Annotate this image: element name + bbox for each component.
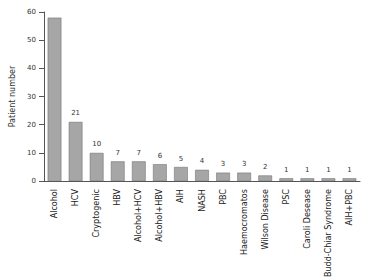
- svg-text:Budd-Chiar Syndrome: Budd-Chiar Syndrome: [324, 189, 333, 277]
- svg-text:10: 10: [92, 140, 101, 148]
- svg-text:PBC: PBC: [219, 189, 228, 205]
- svg-text:5: 5: [179, 155, 183, 163]
- svg-text:50: 50: [27, 36, 36, 44]
- svg-text:AIH: AIH: [176, 189, 185, 203]
- svg-text:Wilson Disease: Wilson Disease: [261, 189, 270, 249]
- svg-text:HCV: HCV: [71, 189, 80, 207]
- svg-text:3: 3: [242, 160, 246, 168]
- svg-text:7: 7: [137, 149, 141, 157]
- svg-text:60: 60: [27, 8, 36, 16]
- svg-text:Alcohol+HCV: Alcohol+HCV: [134, 189, 143, 242]
- svg-text:1: 1: [305, 166, 309, 174]
- svg-text:0: 0: [32, 177, 36, 185]
- svg-text:NASH: NASH: [198, 189, 207, 212]
- svg-text:1: 1: [347, 166, 351, 174]
- svg-text:2: 2: [263, 163, 267, 171]
- svg-text:20: 20: [27, 121, 36, 129]
- svg-text:40: 40: [27, 64, 36, 72]
- svg-text:21: 21: [71, 109, 80, 117]
- svg-text:Alcohol+HBV: Alcohol+HBV: [155, 189, 164, 242]
- svg-text:30: 30: [27, 93, 36, 101]
- svg-text:1: 1: [326, 166, 330, 174]
- svg-text:Haemocromatos: Haemocromatos: [240, 189, 249, 255]
- svg-text:7: 7: [115, 149, 119, 157]
- svg-text:HBV: HBV: [113, 189, 122, 206]
- svg-text:Patient number: Patient number: [8, 65, 17, 127]
- svg-text:Caroli Desease: Caroli Desease: [303, 189, 312, 249]
- svg-text:Cryptogenic: Cryptogenic: [92, 189, 101, 237]
- svg-text:AIH+PBC: AIH+PBC: [345, 189, 354, 226]
- svg-text:Alcohol: Alcohol: [50, 189, 59, 218]
- svg-text:1: 1: [284, 166, 288, 174]
- svg-text:6: 6: [158, 152, 163, 160]
- svg-text:3: 3: [221, 160, 225, 168]
- svg-text:10: 10: [27, 149, 36, 157]
- svg-text:PSC: PSC: [282, 189, 291, 205]
- svg-text:4: 4: [200, 157, 205, 165]
